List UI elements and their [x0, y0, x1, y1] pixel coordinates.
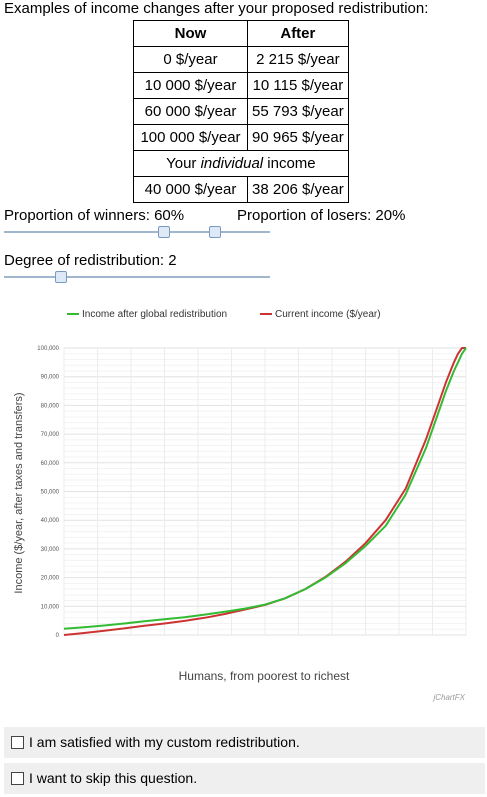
slider-track[interactable]	[4, 276, 270, 278]
chart-svg: 0 10,000 20,000 30,000 40,000 50,000 60,000 70,…	[13, 309, 467, 702]
y-tick-label: 60,000	[41, 461, 60, 467]
y-tick-label: 40,000	[41, 518, 60, 524]
checkbox[interactable]	[11, 772, 24, 785]
option-satisfied-label: I am satisfied with my custom redistribu…	[29, 734, 300, 750]
table-header-row: Now After	[133, 20, 349, 47]
table-row: 100 000 $/year 90 965 $/year	[133, 124, 349, 151]
legend-label: Income after global redistribution	[82, 309, 227, 320]
slider-track[interactable]	[4, 231, 270, 233]
y-axis-label: Income ($/year, after taxes and transfer…	[13, 392, 25, 593]
y-tick-label: 70,000	[41, 432, 60, 438]
y-tick-label: 10,000	[41, 604, 60, 610]
cell-after: 10 115 $/year	[247, 72, 349, 99]
cell-after: 2 215 $/year	[247, 46, 349, 73]
x-axis-label: Humans, from poorest to richest	[179, 669, 350, 683]
income-examples-table: Now After 0 $/year 2 215 $/year 10 000 $…	[133, 20, 349, 203]
table-row: 10 000 $/year 10 115 $/year	[133, 72, 349, 99]
cell-after: 90 965 $/year	[247, 124, 349, 151]
table-row: 60 000 $/year 55 793 $/year	[133, 98, 349, 125]
y-tick-label: 90,000	[41, 375, 60, 381]
individual-now: 40 000 $/year	[133, 176, 248, 203]
cell-now: 60 000 $/year	[133, 98, 248, 125]
option-skip[interactable]: I want to skip this question.	[4, 763, 485, 794]
individual-label: Your individual income	[133, 150, 349, 177]
individual-label-row: Your individual income	[133, 150, 349, 177]
series-line-0	[63, 347, 467, 630]
y-tick-label: 80,000	[41, 403, 60, 409]
checkbox[interactable]	[11, 736, 24, 749]
y-tick-label: 50,000	[41, 490, 60, 496]
option-skip-label: I want to skip this question.	[29, 770, 198, 786]
intro-text: Examples of income changes after your pr…	[4, 0, 429, 17]
y-tick-label: 100,000	[37, 346, 59, 352]
degree-label: Degree of redistribution: 2	[4, 252, 177, 269]
income-chart: 0 10,000 20,000 30,000 40,000 50,000 60,000 70,…	[0, 298, 487, 710]
header-after: After	[247, 20, 349, 47]
table-row: 0 $/year 2 215 $/year	[133, 46, 349, 73]
individual-row: 40 000 $/year 38 206 $/year	[133, 176, 349, 203]
winners-slider-handle[interactable]	[158, 226, 170, 238]
option-satisfied[interactable]: I am satisfied with my custom redistribu…	[4, 727, 485, 758]
cell-now: 0 $/year	[133, 46, 248, 73]
header-now: Now	[133, 20, 248, 47]
cell-after: 55 793 $/year	[247, 98, 349, 125]
losers-slider-handle[interactable]	[209, 226, 221, 238]
y-tick-label: 20,000	[41, 576, 60, 582]
losers-label: Proportion of losers: 20%	[237, 207, 406, 224]
y-tick-label: 0	[56, 633, 60, 639]
chart-credit: jChartFX	[432, 693, 465, 702]
y-tick-label: 30,000	[41, 547, 60, 553]
individual-after: 38 206 $/year	[247, 176, 349, 203]
legend-label: Current income ($/year)	[275, 309, 381, 320]
degree-slider-handle[interactable]	[55, 271, 67, 283]
cell-now: 10 000 $/year	[133, 72, 248, 99]
winners-label: Proportion of winners: 60%	[4, 207, 185, 224]
cell-now: 100 000 $/year	[133, 124, 248, 151]
